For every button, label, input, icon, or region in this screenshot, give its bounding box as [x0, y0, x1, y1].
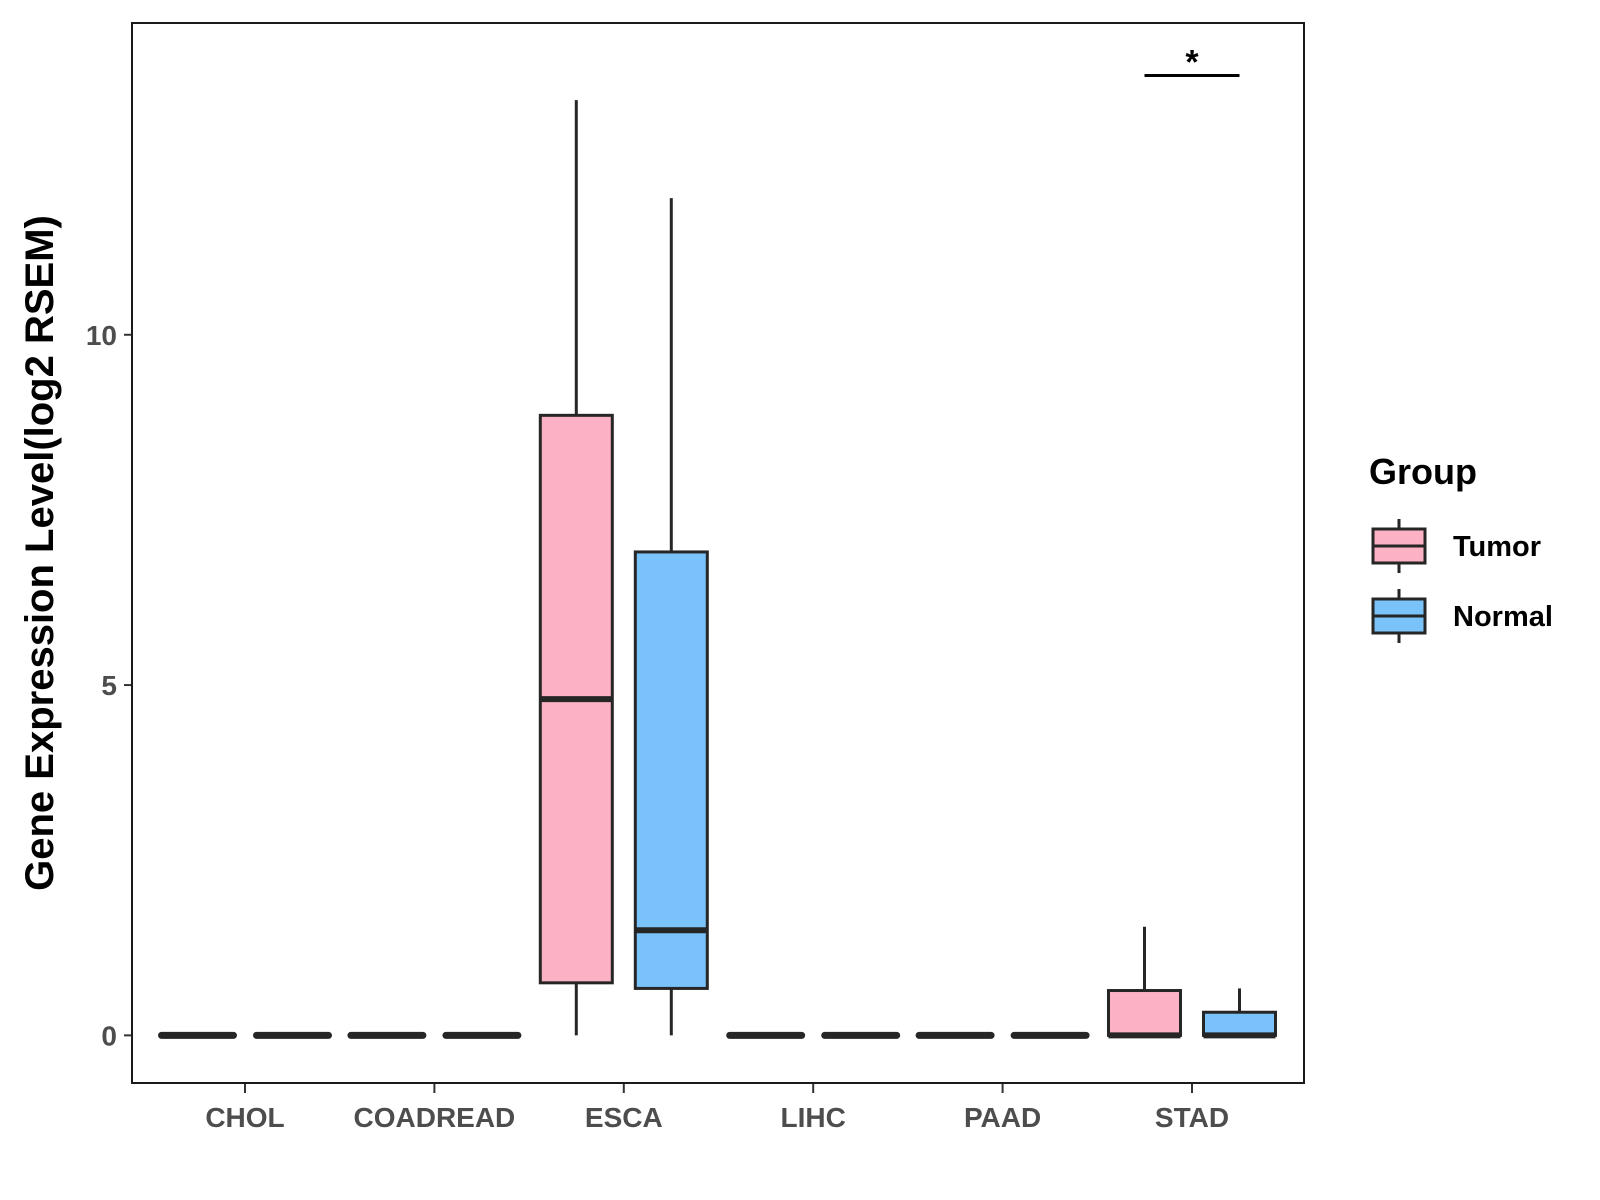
box-body: [633, 550, 709, 990]
x-axis: CHOL COADREAD ESCA LIHC PAAD STAD: [205, 1083, 1229, 1133]
legend-item-tumor: Tumor: [1371, 519, 1541, 573]
x-tick-label: CHOL: [205, 1102, 284, 1133]
box-body: [1202, 1010, 1277, 1037]
box-body: [1107, 989, 1182, 1037]
x-tick-label: PAAD: [964, 1102, 1041, 1133]
x-tick-label: COADREAD: [354, 1102, 516, 1133]
box-tumor-stad: [1107, 926, 1182, 1039]
x-tick-label: STAD: [1155, 1102, 1229, 1133]
legend-item-normal: Normal: [1371, 589, 1553, 643]
box-normal-esca: [633, 198, 709, 1036]
box-marks: *: [158, 44, 1277, 1039]
y-axis-title: Gene Expression Level(log2 RSEM): [18, 215, 62, 891]
x-tick-label: LIHC: [781, 1102, 846, 1133]
box-normal-stad: [1202, 988, 1277, 1039]
legend-label: Normal: [1453, 601, 1553, 633]
box-tumor-esca: [538, 100, 614, 1036]
plot-border: [131, 22, 1305, 1084]
significance-label: *: [1185, 44, 1199, 82]
y-tick-label: 5: [101, 670, 117, 701]
y-tick-label: 0: [101, 1020, 117, 1051]
plot-background: [132, 23, 1304, 1083]
x-tick-label: ESCA: [585, 1102, 663, 1133]
y-axis: 0 5 10: [86, 320, 132, 1051]
legend: Group Tumor Normal: [1369, 451, 1553, 643]
significance-annotation: *: [1144, 44, 1240, 82]
legend-label: Tumor: [1453, 531, 1541, 563]
legend-title: Group: [1369, 451, 1477, 492]
y-tick-label: 10: [86, 320, 117, 351]
